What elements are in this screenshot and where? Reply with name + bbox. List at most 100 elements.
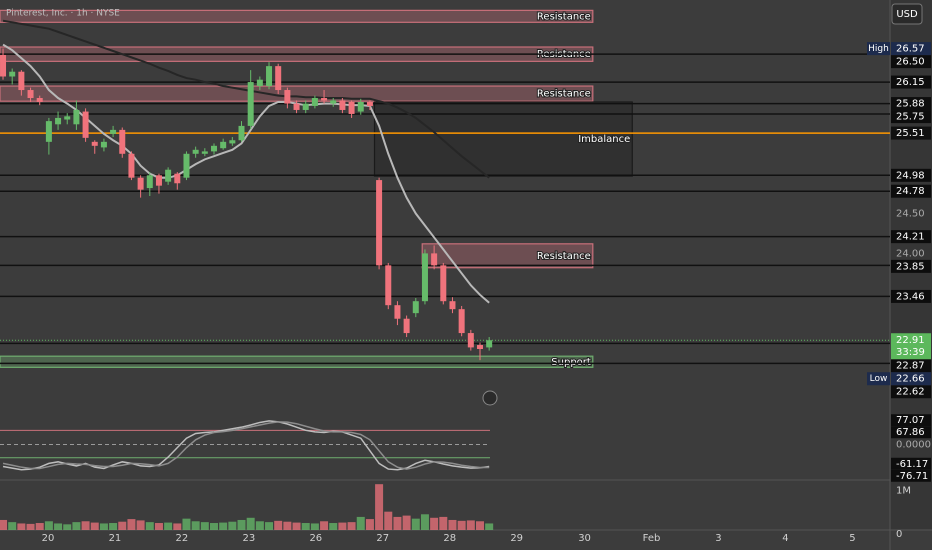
x-tick-label: 30 bbox=[578, 533, 591, 544]
x-tick-label: 29 bbox=[510, 533, 523, 544]
volume-bar bbox=[109, 523, 118, 530]
volume-bar bbox=[54, 523, 63, 530]
price-badge bbox=[891, 259, 931, 273]
y-tick-label: 24.00 bbox=[896, 248, 925, 259]
x-tick-label: 23 bbox=[242, 533, 255, 544]
volume-bar bbox=[145, 522, 154, 530]
candle-body bbox=[266, 66, 273, 87]
candle-body bbox=[0, 54, 7, 77]
price-badge bbox=[891, 184, 931, 198]
volume-bar bbox=[72, 522, 81, 530]
volume-bar bbox=[219, 522, 228, 530]
volume-bar bbox=[393, 516, 402, 530]
candle-body bbox=[45, 121, 52, 142]
candle-body bbox=[238, 125, 245, 141]
volume-bar bbox=[44, 521, 53, 530]
candle-body bbox=[366, 101, 373, 106]
volume-bar bbox=[310, 523, 319, 530]
candle-body bbox=[210, 145, 217, 152]
volume-bar bbox=[439, 516, 448, 530]
volume-bar bbox=[265, 522, 274, 530]
price-badge bbox=[891, 457, 931, 470]
candle-body bbox=[146, 175, 153, 189]
candle-body bbox=[311, 98, 318, 106]
volume-bar bbox=[274, 520, 283, 530]
candle-body bbox=[431, 253, 438, 266]
volume-bar bbox=[402, 515, 411, 530]
candle-body bbox=[467, 333, 474, 348]
price-badge bbox=[891, 168, 931, 182]
candle-body bbox=[284, 90, 291, 104]
price-label: 26.15 bbox=[896, 77, 925, 88]
moving-average bbox=[2, 19, 490, 179]
volume-bar bbox=[356, 516, 365, 530]
volume-bar bbox=[485, 523, 494, 530]
volume-bar bbox=[457, 520, 466, 530]
candle-body bbox=[476, 345, 483, 350]
currency-box[interactable] bbox=[891, 3, 923, 25]
x-tick-label: 22 bbox=[176, 533, 189, 544]
volume-bar bbox=[329, 523, 338, 530]
x-tick-label: 21 bbox=[109, 533, 122, 544]
candle-body bbox=[458, 309, 465, 334]
candle-body bbox=[293, 103, 300, 110]
candle-body bbox=[220, 141, 227, 149]
candle-body bbox=[9, 71, 16, 77]
candle-body bbox=[55, 117, 62, 125]
price-label: 22.62 bbox=[896, 387, 925, 398]
price-badge bbox=[891, 333, 931, 360]
candle-body bbox=[302, 103, 309, 110]
price-badge bbox=[891, 110, 931, 124]
countdown: 33:39 bbox=[896, 347, 925, 358]
candle-body bbox=[412, 301, 419, 314]
x-tick-label: 3 bbox=[715, 533, 721, 544]
price-badge bbox=[891, 414, 931, 427]
zone-label: Resistance bbox=[537, 251, 591, 262]
volume-bar bbox=[384, 511, 393, 530]
candle-body bbox=[119, 129, 126, 154]
price-label: 25.51 bbox=[896, 128, 925, 139]
candle-body bbox=[64, 116, 71, 120]
candle-body bbox=[137, 177, 144, 190]
extreme-name-badge bbox=[867, 42, 890, 56]
currency[interactable]: USD bbox=[896, 9, 918, 20]
candle-body bbox=[36, 98, 43, 102]
price-label: 26.57 bbox=[896, 44, 925, 55]
volume-bar bbox=[154, 523, 163, 530]
price-badge bbox=[891, 385, 931, 399]
price-label: -61.17 bbox=[896, 459, 928, 470]
volume-bar bbox=[173, 523, 182, 530]
volume-bar bbox=[118, 521, 127, 530]
volume-bar bbox=[420, 514, 429, 530]
volume-bar bbox=[17, 523, 26, 530]
volume-bar bbox=[448, 519, 457, 530]
volume-bar bbox=[475, 521, 484, 530]
volume-bar bbox=[127, 519, 136, 530]
volume-bar bbox=[99, 523, 108, 530]
volume-bar bbox=[292, 522, 301, 530]
x-tick-label: Feb bbox=[643, 533, 661, 544]
candle-body bbox=[183, 153, 190, 178]
oscillator bbox=[0, 420, 490, 471]
candle-body bbox=[82, 111, 89, 138]
x-tick-label: 4 bbox=[782, 533, 788, 544]
candle-body bbox=[229, 140, 236, 144]
x-tick-label: 27 bbox=[376, 533, 389, 544]
zone bbox=[0, 355, 594, 368]
x-tick-label: 26 bbox=[309, 533, 322, 544]
candle-body bbox=[256, 79, 263, 87]
volume-bar bbox=[375, 484, 384, 530]
volume-bar bbox=[136, 520, 145, 530]
volume-tick-label: 0 bbox=[896, 529, 902, 540]
candles bbox=[0, 48, 493, 361]
candle-body bbox=[403, 318, 410, 334]
price-badge bbox=[891, 469, 931, 482]
x-tick-label: 20 bbox=[42, 533, 55, 544]
alert-icon[interactable] bbox=[482, 390, 498, 406]
price-badge bbox=[891, 42, 931, 56]
price-badge bbox=[891, 359, 931, 373]
extreme-name: Low bbox=[870, 374, 888, 384]
volume-bar bbox=[430, 517, 439, 530]
